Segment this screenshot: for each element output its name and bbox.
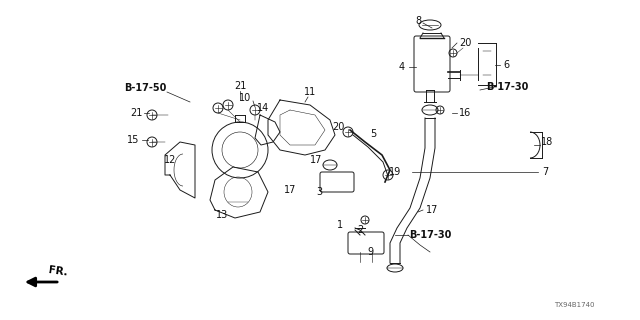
Text: B-17-30: B-17-30 [486, 82, 528, 92]
Text: B-17-30: B-17-30 [409, 230, 451, 240]
Text: 10: 10 [239, 93, 251, 103]
Text: 15: 15 [127, 135, 139, 145]
Text: 20: 20 [459, 38, 471, 48]
Text: 14: 14 [257, 103, 269, 113]
Text: 4: 4 [399, 62, 405, 72]
Text: 5: 5 [370, 129, 376, 139]
Text: TX94B1740: TX94B1740 [554, 302, 595, 308]
Text: 18: 18 [541, 137, 553, 147]
Text: 17: 17 [284, 185, 296, 195]
Text: 8: 8 [415, 16, 421, 26]
Text: B-17-50: B-17-50 [124, 83, 166, 93]
Text: 16: 16 [459, 108, 471, 118]
Text: 6: 6 [503, 60, 509, 70]
Text: 2: 2 [357, 225, 363, 235]
Text: 19: 19 [389, 167, 401, 177]
Text: 21: 21 [234, 81, 246, 91]
Text: 11: 11 [304, 87, 316, 97]
Text: 12: 12 [164, 155, 176, 165]
Text: 17: 17 [426, 205, 438, 215]
Text: 1: 1 [337, 220, 343, 230]
Text: FR.: FR. [48, 265, 68, 278]
Text: 9: 9 [367, 247, 373, 257]
Text: 3: 3 [316, 187, 322, 197]
Text: 7: 7 [542, 167, 548, 177]
Text: 21: 21 [130, 108, 142, 118]
Text: 13: 13 [216, 210, 228, 220]
Text: 17: 17 [310, 155, 322, 165]
Text: 20: 20 [332, 122, 344, 132]
